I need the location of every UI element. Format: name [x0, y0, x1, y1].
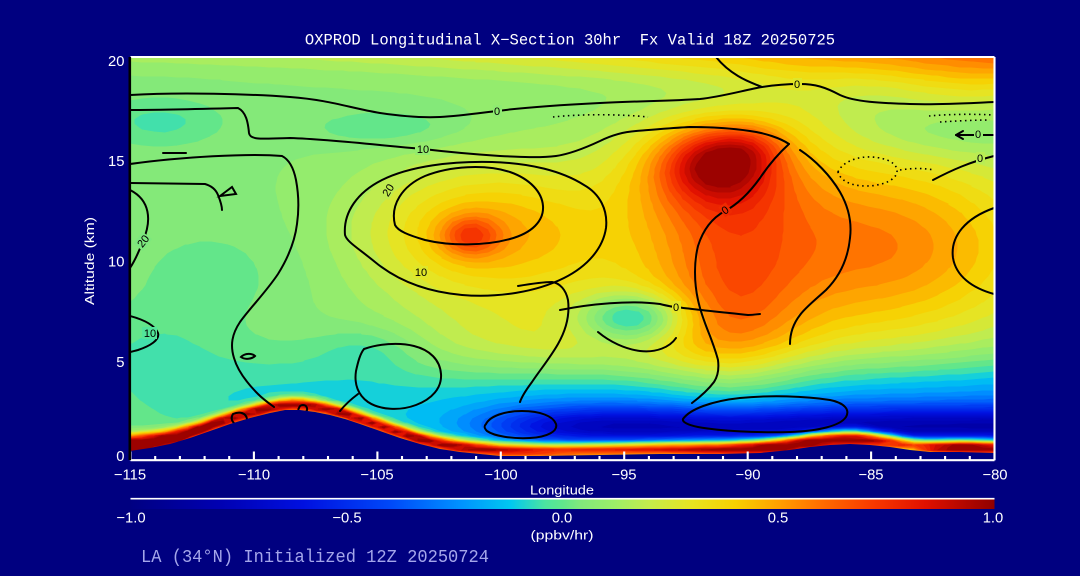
svg-text:10: 10 — [108, 254, 124, 270]
svg-text:−1.0: −1.0 — [116, 511, 145, 527]
svg-text:0: 0 — [116, 449, 124, 465]
svg-text:0: 0 — [794, 79, 800, 91]
svg-text:1.0: 1.0 — [983, 511, 1004, 527]
svg-text:Longitude: Longitude — [530, 484, 594, 498]
svg-text:−90: −90 — [735, 467, 760, 483]
svg-text:Altitude (km): Altitude (km) — [83, 217, 97, 305]
svg-text:0.5: 0.5 — [768, 511, 789, 527]
svg-text:0.0: 0.0 — [552, 511, 573, 527]
svg-text:−85: −85 — [858, 467, 883, 483]
svg-text:20: 20 — [108, 54, 124, 70]
svg-text:20: 20 — [381, 182, 398, 199]
svg-text:15: 15 — [108, 154, 124, 170]
svg-text:20: 20 — [135, 233, 152, 250]
svg-text:−95: −95 — [611, 467, 636, 483]
svg-text:10: 10 — [415, 267, 427, 279]
svg-text:10: 10 — [144, 328, 156, 340]
svg-text:0: 0 — [720, 204, 732, 217]
svg-text:LA (34°N) Initialized 12Z 2025: LA (34°N) Initialized 12Z 20250724 — [141, 548, 489, 568]
svg-text:−105: −105 — [360, 467, 393, 483]
svg-text:0: 0 — [975, 129, 981, 141]
svg-text:5: 5 — [116, 355, 124, 371]
svg-text:0: 0 — [494, 106, 500, 118]
svg-text:OXPROD Longitudinal X−Section: OXPROD Longitudinal X−Section 30hr Fx Va… — [305, 32, 835, 50]
svg-text:0: 0 — [977, 153, 983, 165]
svg-text:−0.5: −0.5 — [332, 511, 361, 527]
svg-text:−110: −110 — [238, 467, 270, 483]
svg-text:(ppbv/hr): (ppbv/hr) — [531, 529, 594, 543]
svg-text:−100: −100 — [484, 467, 517, 483]
svg-text:−80: −80 — [982, 467, 1007, 483]
svg-text:−115: −115 — [114, 467, 146, 483]
svg-text:0: 0 — [673, 302, 679, 314]
svg-text:10: 10 — [417, 144, 429, 156]
